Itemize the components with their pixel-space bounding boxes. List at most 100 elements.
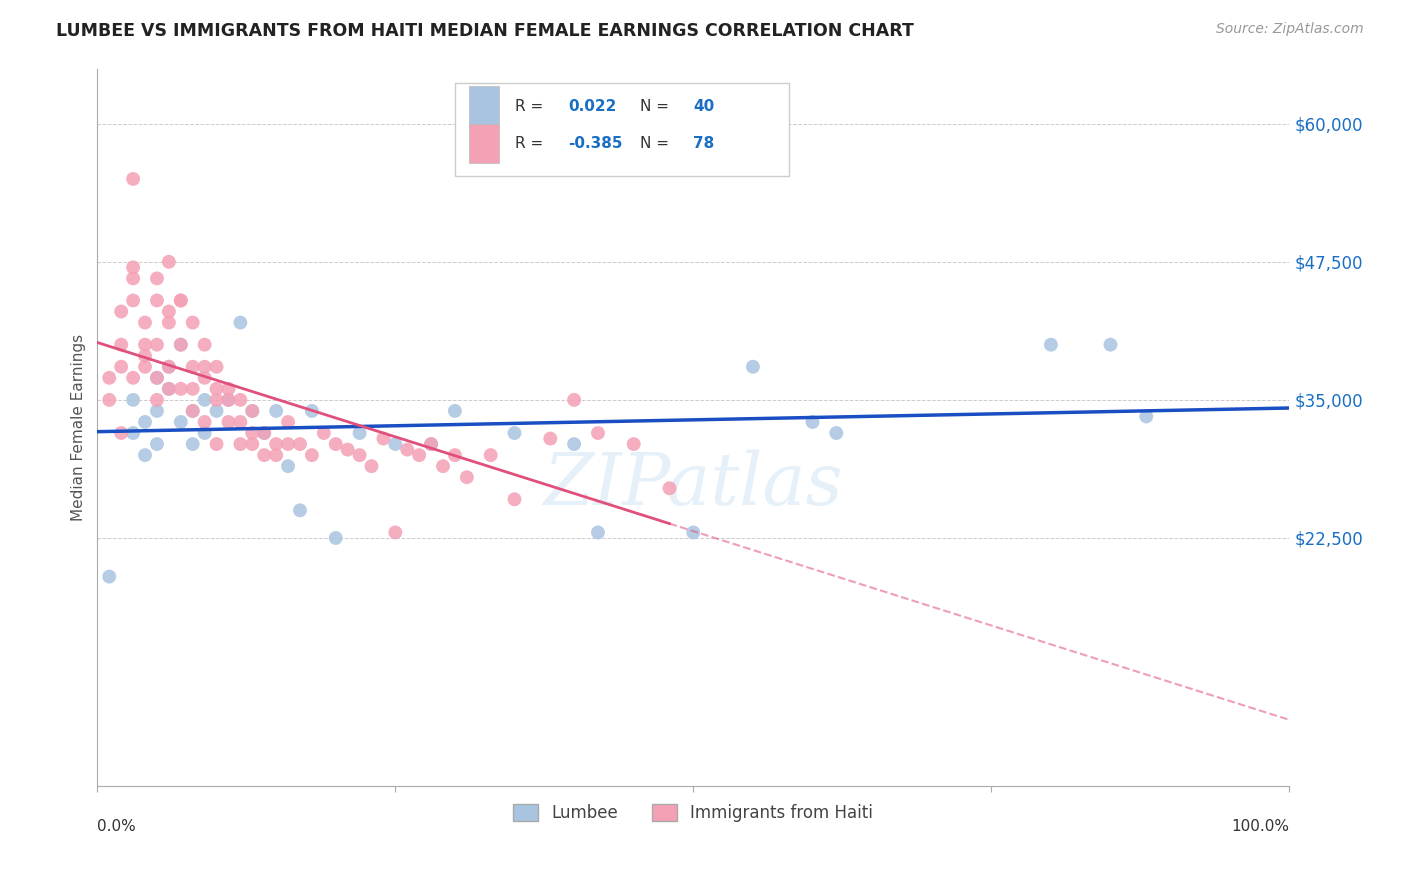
Point bbox=[205, 404, 228, 418]
Point bbox=[205, 382, 228, 396]
Point bbox=[240, 437, 263, 451]
Text: -0.385: -0.385 bbox=[568, 136, 623, 151]
Text: N =: N = bbox=[640, 99, 673, 113]
Point bbox=[586, 525, 609, 540]
Point bbox=[122, 260, 145, 275]
Point bbox=[122, 172, 145, 186]
Point bbox=[349, 425, 371, 440]
Point bbox=[157, 359, 180, 374]
Point bbox=[312, 425, 335, 440]
Text: 78: 78 bbox=[693, 136, 714, 151]
Point bbox=[264, 437, 287, 451]
Point bbox=[301, 448, 323, 462]
Point bbox=[181, 404, 204, 418]
Point bbox=[194, 337, 217, 351]
Point bbox=[384, 437, 406, 451]
FancyBboxPatch shape bbox=[456, 83, 789, 177]
Point bbox=[146, 404, 169, 418]
Point bbox=[98, 371, 121, 385]
Point bbox=[456, 470, 478, 484]
Point bbox=[1135, 409, 1157, 424]
Point bbox=[170, 293, 193, 308]
Point bbox=[181, 316, 204, 330]
Point bbox=[205, 359, 228, 374]
Point bbox=[110, 304, 132, 318]
Point bbox=[288, 503, 311, 517]
Point bbox=[217, 392, 239, 407]
Point bbox=[181, 382, 204, 396]
Point bbox=[146, 437, 169, 451]
Point bbox=[288, 437, 311, 451]
Text: 0.0%: 0.0% bbox=[97, 819, 136, 834]
Point bbox=[586, 425, 609, 440]
Point bbox=[384, 525, 406, 540]
Point bbox=[253, 425, 276, 440]
Point bbox=[170, 382, 193, 396]
Point bbox=[658, 481, 681, 495]
Point bbox=[229, 437, 252, 451]
Text: 40: 40 bbox=[693, 99, 714, 113]
Point bbox=[229, 415, 252, 429]
Point bbox=[122, 425, 145, 440]
Point bbox=[444, 404, 467, 418]
Point bbox=[157, 382, 180, 396]
Point bbox=[122, 293, 145, 308]
Point bbox=[217, 382, 239, 396]
Text: N =: N = bbox=[640, 136, 673, 151]
Point bbox=[181, 404, 204, 418]
Legend: Lumbee, Immigrants from Haiti: Lumbee, Immigrants from Haiti bbox=[506, 797, 880, 829]
Point bbox=[194, 392, 217, 407]
Point bbox=[134, 448, 156, 462]
Point bbox=[538, 432, 561, 446]
Point bbox=[157, 304, 180, 318]
Point bbox=[194, 415, 217, 429]
Point bbox=[134, 415, 156, 429]
Point bbox=[134, 337, 156, 351]
FancyBboxPatch shape bbox=[470, 124, 499, 163]
Point bbox=[1099, 337, 1122, 351]
Text: 0.022: 0.022 bbox=[568, 99, 617, 113]
Point bbox=[217, 415, 239, 429]
Point bbox=[146, 371, 169, 385]
Point bbox=[134, 316, 156, 330]
Point bbox=[170, 337, 193, 351]
Point bbox=[408, 448, 430, 462]
Point bbox=[349, 448, 371, 462]
Point bbox=[110, 425, 132, 440]
Text: R =: R = bbox=[515, 99, 548, 113]
Point bbox=[146, 337, 169, 351]
Point bbox=[562, 392, 585, 407]
Point bbox=[122, 371, 145, 385]
Point bbox=[146, 371, 169, 385]
Point bbox=[325, 437, 347, 451]
Point bbox=[420, 437, 443, 451]
Point bbox=[170, 337, 193, 351]
Point bbox=[170, 293, 193, 308]
Point bbox=[420, 437, 443, 451]
Point bbox=[134, 359, 156, 374]
Point bbox=[1039, 337, 1062, 351]
FancyBboxPatch shape bbox=[470, 87, 499, 126]
Point bbox=[432, 459, 454, 474]
Point bbox=[444, 448, 467, 462]
Point bbox=[229, 392, 252, 407]
Point bbox=[181, 437, 204, 451]
Point bbox=[146, 392, 169, 407]
Point bbox=[98, 392, 121, 407]
Point bbox=[682, 525, 704, 540]
Point bbox=[801, 415, 824, 429]
Point bbox=[205, 437, 228, 451]
Point bbox=[240, 404, 263, 418]
Point bbox=[253, 425, 276, 440]
Point bbox=[194, 371, 217, 385]
Point bbox=[741, 359, 763, 374]
Y-axis label: Median Female Earnings: Median Female Earnings bbox=[72, 334, 86, 521]
Point bbox=[157, 359, 180, 374]
Point bbox=[503, 425, 526, 440]
Point bbox=[264, 448, 287, 462]
Point bbox=[503, 492, 526, 507]
Point bbox=[217, 392, 239, 407]
Point bbox=[277, 437, 299, 451]
Point bbox=[277, 415, 299, 429]
Point bbox=[373, 432, 395, 446]
